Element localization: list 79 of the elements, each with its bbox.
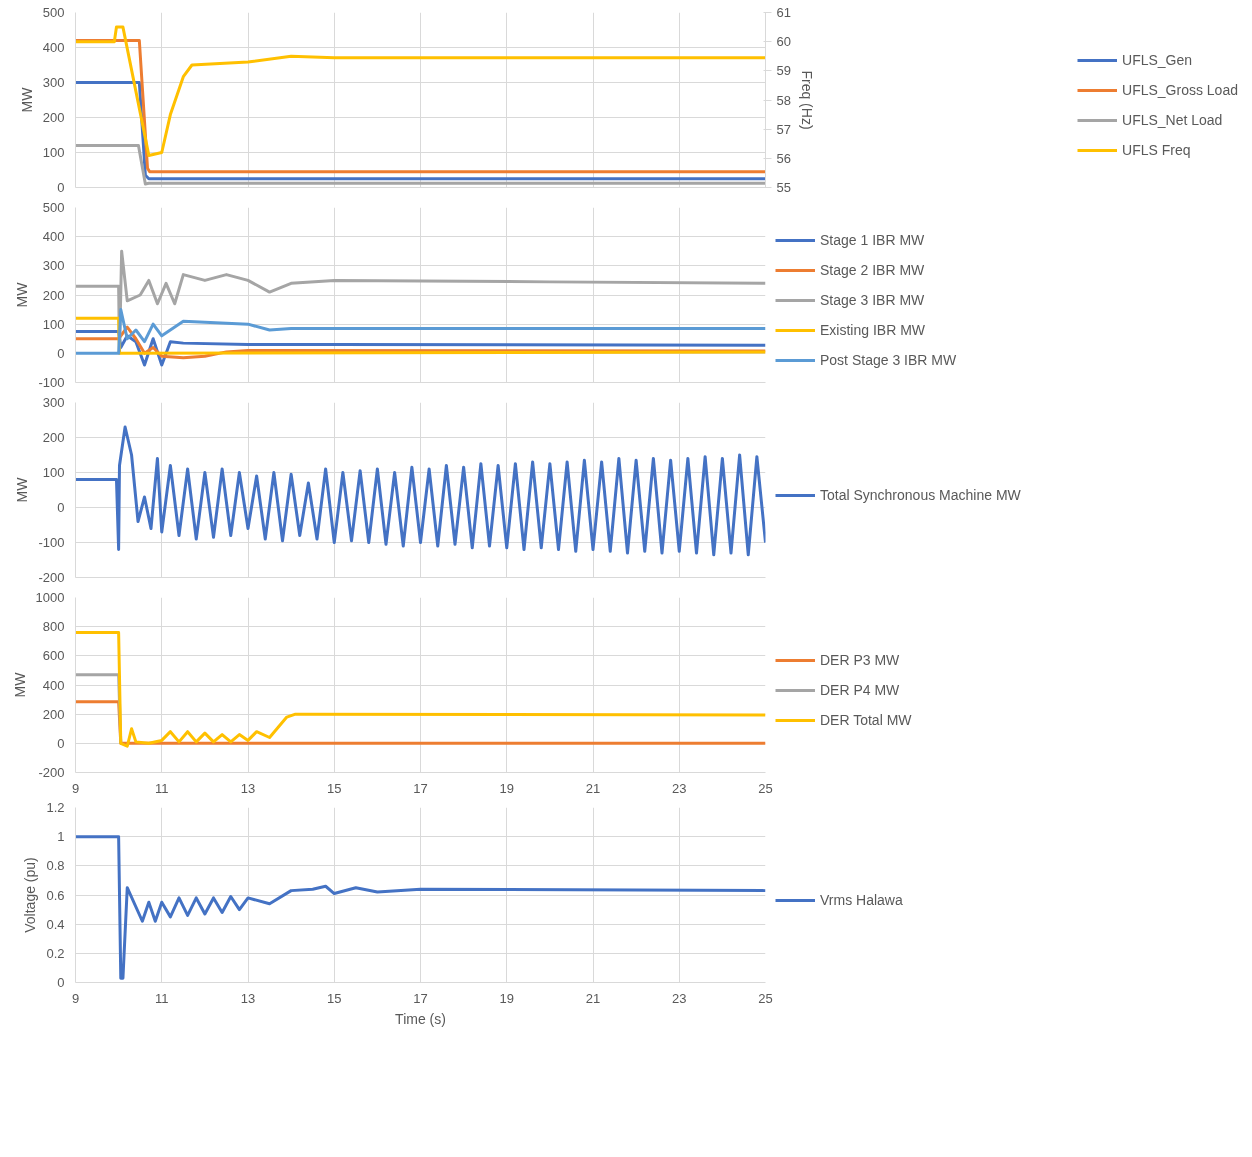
y-axis-title: MW [14,476,31,503]
x-tick-label: 13 [240,780,256,796]
x-tick-label: 11 [155,990,169,1006]
y-tick-label: -100 [38,535,65,550]
legend-label: Post Stage 3 IBR MW [820,351,957,368]
legend-label: Stage 3 IBR MW [820,291,925,308]
x-tick-label: 19 [499,990,514,1006]
x-tick-label: 9 [71,990,80,1006]
legend-label: Stage 1 IBR MW [820,231,925,248]
y-tick-label: 0 [57,345,65,361]
y-tick-label: 1 [57,829,65,845]
y-tick-label: -100 [38,375,65,390]
y-tick-label: 0.6 [46,887,65,903]
y2-tick-label: 58 [776,92,791,108]
legend-label: Vrms Halawa [820,891,903,908]
y-tick-label: 0 [57,180,65,195]
x-tick-label: 13 [240,990,256,1006]
x-tick-label: 19 [499,780,514,796]
y2-axis-title: Freq (Hz) [798,70,815,130]
x-tick-label: 25 [758,780,773,796]
y-tick-label: -200 [38,570,65,585]
x-tick-label: 15 [327,990,342,1006]
x-tick-label: 21 [585,780,601,796]
y2-tick-label: 56 [776,150,791,166]
legend-label: DER P4 MW [820,681,900,698]
legend-label: UFLS Freq [1122,141,1191,158]
legend-label: DER Total MW [820,711,912,728]
x-tick-label: 11 [155,780,169,796]
y-tick-label: 0 [57,975,65,990]
y2-tick-label: 61 [776,5,791,20]
y-tick-label: 100 [42,145,65,160]
legend-label: Stage 2 IBR MW [820,261,925,278]
y-tick-label: 200 [42,430,65,445]
x-tick-label: 9 [71,780,80,796]
y-tick-label: 500 [42,200,65,215]
x-tick-label: 25 [758,990,773,1006]
y-tick-label: 300 [42,258,65,274]
y-tick-label: 0.4 [46,916,65,932]
y2-tick-label: 60 [776,34,791,50]
y-tick-label: 1000 [35,590,65,605]
y-tick-label: 300 [42,75,65,90]
y-axis-title: MW [14,281,31,308]
legend-label: DER P3 MW [820,651,900,668]
x-tick-label: 17 [413,780,428,796]
x-tick-label: 23 [672,780,687,796]
y-tick-label: -200 [38,765,65,780]
y-tick-label: 1.2 [46,800,65,815]
y-tick-label: 200 [42,706,65,722]
y-tick-label: 600 [42,648,65,664]
y-tick-label: 800 [42,619,65,635]
y-axis-title: MW [11,671,28,698]
y-tick-label: 500 [42,5,65,20]
y-tick-label: 200 [42,287,65,303]
legend-label: UFLS_Gross Load [1122,81,1238,98]
y-tick-label: 400 [42,229,65,245]
y-tick-label: 100 [42,316,65,332]
legend-label: UFLS_Gen [1122,51,1193,68]
y-axis-title: MW [18,86,35,113]
y-tick-label: 0 [57,500,65,515]
y-tick-label: 200 [42,110,65,125]
x-tick-label: 21 [585,990,601,1006]
y2-tick-label: 55 [776,180,791,195]
x-tick-label: 17 [413,990,428,1006]
y-tick-label: 400 [42,677,65,693]
legend-label: Existing IBR MW [820,321,926,338]
y-tick-label: 400 [42,40,65,55]
legend-label: Total Synchronous Machine MW [820,486,1021,503]
y-tick-label: 0.8 [46,858,65,874]
y-tick-label: 0 [57,735,65,751]
y-tick-label: 100 [42,465,65,480]
legend-label: UFLS_Net Load [1122,111,1223,128]
y2-tick-label: 59 [776,63,791,79]
x-axis-title: Time (s) [395,1010,446,1027]
y2-tick-label: 57 [776,121,791,137]
y-axis-title: Voltage (pu) [22,857,39,933]
y-tick-label: 300 [42,395,65,410]
y-tick-label: 0.2 [46,945,65,961]
x-tick-label: 15 [327,780,342,796]
x-tick-label: 23 [672,990,687,1006]
